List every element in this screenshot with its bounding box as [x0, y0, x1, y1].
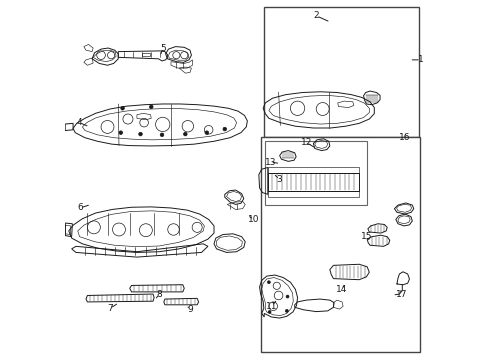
Bar: [264, 7, 418, 137]
Circle shape: [183, 132, 187, 136]
Text: 3: 3: [276, 175, 282, 184]
Circle shape: [139, 132, 142, 136]
Circle shape: [285, 295, 288, 298]
Text: 17: 17: [395, 289, 407, 298]
Text: 10: 10: [247, 215, 259, 224]
Text: 2: 2: [313, 11, 318, 20]
Circle shape: [119, 131, 122, 134]
Bar: [142, 53, 150, 56]
Text: 5: 5: [160, 44, 165, 53]
Text: 14: 14: [335, 285, 346, 294]
Circle shape: [160, 133, 163, 136]
Circle shape: [149, 105, 153, 109]
Text: 1: 1: [417, 55, 423, 64]
Circle shape: [121, 107, 124, 110]
Circle shape: [267, 281, 270, 284]
Text: 16: 16: [399, 133, 410, 142]
Text: 15: 15: [360, 232, 371, 241]
Text: 12: 12: [300, 138, 311, 147]
Circle shape: [267, 311, 270, 314]
Text: 9: 9: [187, 305, 192, 314]
Text: 8: 8: [156, 289, 162, 298]
Text: 4: 4: [77, 118, 82, 127]
Text: 7: 7: [107, 304, 113, 313]
Bar: [264, 141, 366, 205]
Circle shape: [285, 310, 287, 312]
Text: 6: 6: [77, 203, 83, 212]
Bar: [261, 137, 419, 352]
Circle shape: [223, 127, 226, 131]
Text: 13: 13: [264, 158, 276, 167]
Text: 11: 11: [265, 302, 277, 311]
Circle shape: [204, 131, 208, 134]
